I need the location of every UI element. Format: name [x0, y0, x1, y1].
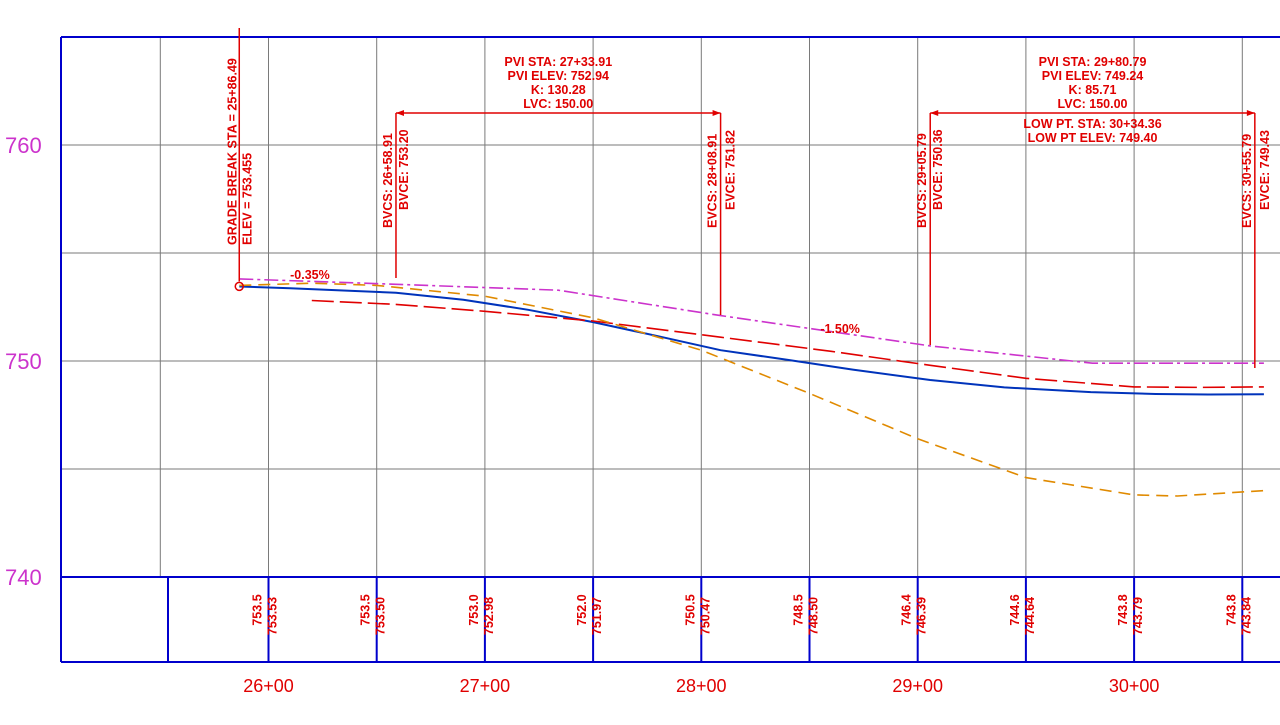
vc-pvi-text: PVI STA: 29+80.79: [1039, 55, 1147, 69]
vc-pvi-text: PVI STA: 27+33.91: [504, 55, 612, 69]
band-existing-value: 752.0: [575, 594, 589, 625]
grade-label: -0.35%: [290, 268, 330, 282]
band-proposed-value: 753.50: [374, 597, 388, 635]
vc-pvi-text: K: 130.28: [531, 83, 586, 97]
vc-evce-label: EVCE: 749.43: [1258, 130, 1272, 210]
band-proposed-value: 746.39: [915, 597, 929, 635]
grade-break-elevation-label: ELEV = 753.455: [240, 153, 254, 245]
vc-arrow-end: [712, 110, 721, 116]
elevation-label: 750: [5, 349, 42, 374]
vc-bvce-label: BVCE: 753.20: [397, 129, 411, 210]
band-proposed-value: 743.84: [1239, 597, 1253, 635]
band-existing-value: 753.5: [359, 594, 373, 625]
station-label: 30+00: [1109, 676, 1160, 696]
elevation-label: 740: [5, 565, 42, 590]
grade-label: -1.50%: [820, 322, 860, 336]
band-proposed-value: 743.79: [1131, 597, 1145, 635]
vc-pvi-text: LVC: 150.00: [523, 97, 593, 111]
station-label: 29+00: [892, 676, 943, 696]
vc-evce-label: EVCE: 751.82: [724, 130, 738, 210]
grade-break-station-label: GRADE BREAK STA = 25+86.49: [225, 58, 239, 245]
vc-bvcs-label: BVCS: 26+58.91: [381, 133, 395, 228]
vc-pvi-text: LVC: 150.00: [1058, 97, 1128, 111]
band-existing-value: 743.8: [1116, 594, 1130, 625]
band-existing-value: 748.5: [792, 594, 806, 625]
vc-bvcs-label: BVCS: 29+05.79: [915, 133, 929, 228]
vc-arrow-end: [1246, 110, 1255, 116]
station-label: 28+00: [676, 676, 727, 696]
grade-break-marker: [234, 281, 245, 292]
band-proposed-value: 750.47: [698, 597, 712, 635]
vc-low-point-station: LOW PT. STA: 30+34.36: [1023, 117, 1161, 131]
band-existing-value: 744.6: [1008, 594, 1022, 625]
band-proposed-value: 751.97: [590, 597, 604, 635]
band-existing-value: 753.5: [251, 594, 265, 625]
vc-evcs-label: EVCS: 28+08.91: [706, 134, 720, 228]
band-existing-value: 746.4: [900, 594, 914, 625]
vc-bvce-label: BVCE: 750.36: [931, 129, 945, 210]
vc-pvi-text: K: 85.71: [1069, 83, 1117, 97]
profile-line: [239, 282, 1264, 497]
profile-line: [311, 299, 1264, 389]
vc-arrow-start: [930, 110, 939, 116]
profile-line: [239, 285, 1264, 396]
elevation-label: 760: [5, 133, 42, 158]
station-label: 27+00: [460, 676, 511, 696]
profile-line: [239, 278, 1264, 364]
band-proposed-value: 744.64: [1023, 597, 1037, 635]
vc-pvi-text: PVI ELEV: 749.24: [1042, 69, 1143, 83]
station-label: 26+00: [243, 676, 294, 696]
band-proposed-value: 753.53: [266, 597, 280, 635]
vc-low-point-elevation: LOW PT ELEV: 749.40: [1028, 131, 1158, 145]
vc-pvi-text: PVI ELEV: 752.94: [508, 69, 609, 83]
vc-evcs-label: EVCS: 30+55.79: [1240, 134, 1254, 228]
band-proposed-value: 752.98: [482, 597, 496, 635]
band-existing-value: 743.8: [1224, 594, 1238, 625]
band-existing-value: 753.0: [467, 594, 481, 625]
band-existing-value: 750.5: [683, 594, 697, 625]
band-proposed-value: 748.50: [807, 597, 821, 635]
vc-arrow-start: [395, 110, 404, 116]
